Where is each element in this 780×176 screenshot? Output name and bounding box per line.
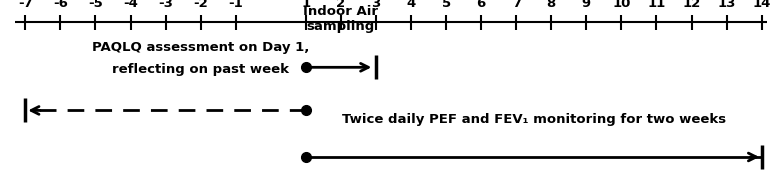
- Text: -5: -5: [88, 0, 103, 10]
- Text: 2: 2: [336, 0, 346, 10]
- Text: -3: -3: [158, 0, 173, 10]
- Text: 1: 1: [301, 0, 310, 10]
- Text: 12: 12: [682, 0, 700, 10]
- Text: 4: 4: [406, 0, 416, 10]
- Text: PAQLQ assessment on Day 1,: PAQLQ assessment on Day 1,: [92, 40, 310, 54]
- Text: 13: 13: [718, 0, 736, 10]
- Text: Twice daily PEF and FEV₁ monitoring for two weeks: Twice daily PEF and FEV₁ monitoring for …: [342, 113, 726, 126]
- Text: reflecting on past week: reflecting on past week: [112, 63, 289, 76]
- Text: 5: 5: [441, 0, 451, 10]
- Text: 7: 7: [512, 0, 521, 10]
- Text: 6: 6: [477, 0, 486, 10]
- Text: 3: 3: [371, 0, 381, 10]
- Text: 14: 14: [753, 0, 771, 10]
- Text: -1: -1: [229, 0, 243, 10]
- Text: -2: -2: [193, 0, 208, 10]
- Text: -4: -4: [123, 0, 138, 10]
- Text: Indoor Air
sampling: Indoor Air sampling: [303, 5, 378, 33]
- Text: 8: 8: [547, 0, 556, 10]
- Text: -7: -7: [18, 0, 33, 10]
- Text: 9: 9: [582, 0, 591, 10]
- Text: 10: 10: [612, 0, 630, 10]
- Text: 11: 11: [647, 0, 665, 10]
- Text: -6: -6: [53, 0, 68, 10]
